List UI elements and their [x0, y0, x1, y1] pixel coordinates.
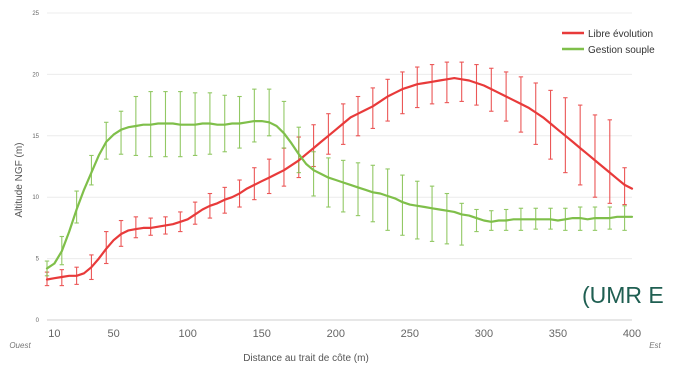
error-bar-libre-evolution: [415, 66, 420, 109]
error-bar-libre-evolution: [355, 95, 361, 137]
y-tick-label: 15: [32, 134, 39, 140]
error-bar-libre-evolution: [385, 78, 390, 122]
error-bar-gestion-souple: [311, 151, 316, 197]
x-tick-label: 250: [401, 328, 419, 340]
series-line-gestion-souple: [45, 119, 634, 270]
error-bar-gestion-souple: [266, 88, 272, 137]
error-bar-gestion-souple: [252, 88, 257, 143]
x-tick-label: 350: [549, 328, 567, 340]
y-tick-label: 25: [32, 11, 39, 17]
y-axis-ticks: 0 5 10 15 20 25: [32, 11, 39, 324]
error-bar-gestion-souple: [429, 185, 435, 242]
x-tick-label: 400: [623, 328, 641, 340]
error-bar-gestion-souple: [222, 94, 227, 153]
error-bar-libre-evolution: [148, 217, 153, 236]
error-bar-libre-evolution: [444, 61, 450, 104]
y-tick-label: 20: [32, 72, 39, 78]
error-bar-libre-evolution: [622, 167, 627, 206]
error-bar-gestion-souple: [296, 126, 301, 174]
error-bar-gestion-souple: [622, 205, 627, 231]
error-bar-gestion-souple: [281, 100, 287, 149]
error-bar-libre-evolution: [400, 71, 405, 115]
error-bar-libre-evolution: [459, 61, 464, 102]
error-bars: [44, 61, 627, 287]
error-bar-libre-evolution: [133, 216, 139, 239]
x-axis-title: Distance au trait de côte (m): [243, 353, 369, 364]
error-bar-libre-evolution: [577, 104, 583, 186]
error-bar-gestion-souple: [459, 202, 464, 246]
error-bar-libre-evolution: [326, 113, 331, 155]
legend-label-gestion-souple: Gestion souple: [588, 45, 655, 56]
x-tick-label: 50: [108, 328, 120, 340]
error-bar-gestion-souple: [237, 95, 242, 149]
error-bar-gestion-souple: [326, 157, 331, 208]
error-bar-libre-evolution: [607, 119, 612, 204]
y-axis-title: Altitude NGF (m): [14, 142, 25, 217]
error-bar-gestion-souple: [400, 174, 405, 236]
error-bar-libre-evolution: [281, 147, 287, 187]
error-bar-gestion-souple: [474, 208, 479, 233]
error-bar-gestion-souple: [415, 180, 420, 240]
y-tick-label: 5: [36, 257, 40, 263]
x-axis-ticks: 10 50 100 150 200 250 300 350 400: [48, 328, 641, 340]
x-tick-label: 200: [327, 328, 345, 340]
error-bar-libre-evolution: [370, 87, 376, 129]
x-axis-left-label: Ouest: [9, 341, 31, 350]
y-tick-label: 0: [36, 318, 40, 324]
x-tick-label: 10: [48, 328, 60, 340]
error-bar-libre-evolution: [474, 64, 479, 106]
overlay-text: (UMR E: [582, 282, 664, 308]
error-bar-libre-evolution: [429, 64, 435, 105]
legend: Libre évolution Gestion souple: [562, 29, 655, 56]
series-lines: [45, 76, 634, 281]
x-tick-label: 300: [475, 328, 493, 340]
error-bar-libre-evolution: [266, 158, 272, 195]
error-bar-gestion-souple: [355, 162, 361, 217]
error-bar-gestion-souple: [118, 110, 124, 155]
error-bar-gestion-souple: [370, 164, 376, 223]
error-bar-gestion-souple: [489, 210, 494, 231]
series-line-libre-evolution: [45, 76, 634, 281]
error-bar-gestion-souple: [341, 159, 346, 213]
x-tick-label: 150: [253, 328, 271, 340]
error-bar-gestion-souple: [385, 168, 390, 231]
legend-label-libre-evolution: Libre évolution: [588, 29, 653, 40]
x-axis-right-label: Est: [649, 341, 661, 350]
error-bar-gestion-souple: [444, 192, 450, 245]
x-tick-label: 100: [179, 328, 197, 340]
y-tick-label: 10: [32, 195, 39, 201]
grid: [47, 12, 632, 321]
error-bar-libre-evolution: [592, 114, 598, 198]
